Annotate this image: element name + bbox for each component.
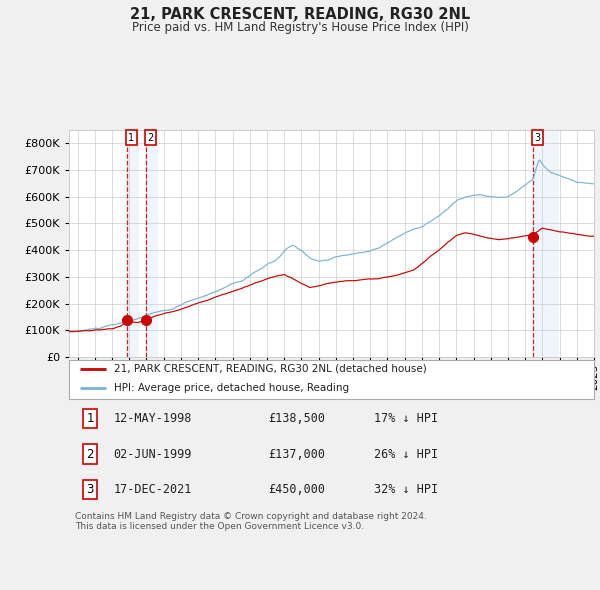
Text: 21, PARK CRESCENT, READING, RG30 2NL: 21, PARK CRESCENT, READING, RG30 2NL [130,7,470,22]
Text: 21, PARK CRESCENT, READING, RG30 2NL (detached house): 21, PARK CRESCENT, READING, RG30 2NL (de… [113,363,427,373]
Bar [532,130,559,357]
Text: 1: 1 [128,133,134,143]
Text: 3: 3 [86,483,94,496]
Text: 17-DEC-2021: 17-DEC-2021 [113,483,192,496]
Text: Contains HM Land Registry data © Crown copyright and database right 2024.
This d: Contains HM Land Registry data © Crown c… [75,512,427,531]
Text: 26% ↓ HPI: 26% ↓ HPI [373,447,437,461]
Text: 12-MAY-1998: 12-MAY-1998 [113,412,192,425]
Text: HPI: Average price, detached house, Reading: HPI: Average price, detached house, Read… [113,384,349,394]
Text: 32% ↓ HPI: 32% ↓ HPI [373,483,437,496]
Text: £450,000: £450,000 [269,483,325,496]
Text: 2: 2 [86,447,94,461]
Text: 1: 1 [86,412,94,425]
Text: £138,500: £138,500 [269,412,325,425]
Bar [126,130,139,357]
Bar [145,130,158,357]
Text: 02-JUN-1999: 02-JUN-1999 [113,447,192,461]
Text: 3: 3 [535,133,541,143]
Text: £137,000: £137,000 [269,447,325,461]
Text: Price paid vs. HM Land Registry's House Price Index (HPI): Price paid vs. HM Land Registry's House … [131,21,469,34]
Text: 2: 2 [147,133,153,143]
Text: 17% ↓ HPI: 17% ↓ HPI [373,412,437,425]
